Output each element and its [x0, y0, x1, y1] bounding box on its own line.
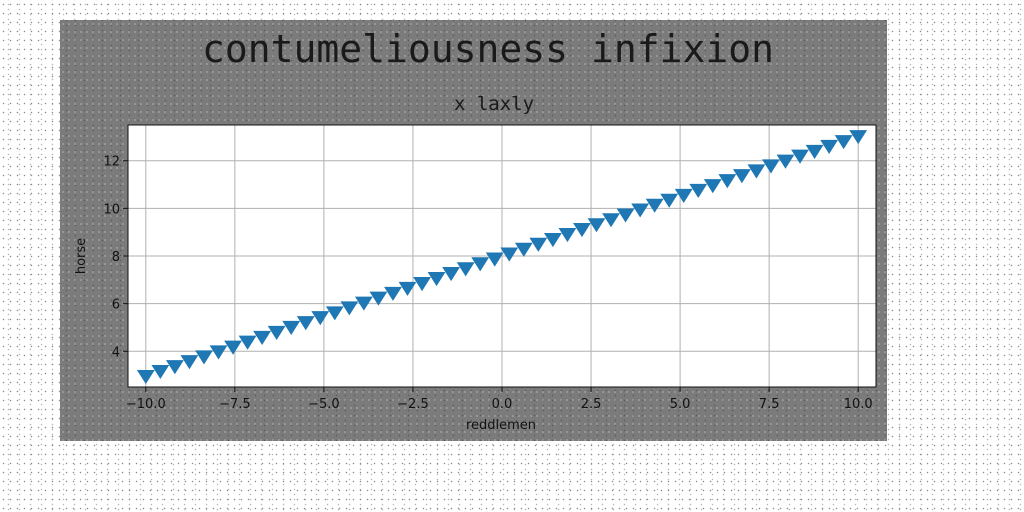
data-point — [384, 286, 402, 301]
data-point — [514, 242, 533, 257]
data-point — [151, 364, 170, 380]
x-tick-label: −2.5 — [397, 397, 429, 412]
data-point — [296, 316, 315, 331]
data-point — [529, 237, 548, 252]
data-point — [413, 277, 431, 292]
data-point — [718, 174, 737, 189]
x-axis-ticks: −10.0 −7.5 −5.0 −2.5 0.0 2.5 5.0 7.5 10.0 — [126, 387, 873, 412]
data-point — [631, 203, 650, 218]
data-point — [282, 320, 301, 335]
data-point — [267, 325, 286, 340]
data-point — [587, 218, 606, 233]
data-point — [485, 252, 504, 267]
chart-title: contumeliousness infixion — [202, 27, 774, 71]
data-point — [558, 227, 577, 243]
y-tick-label: 10 — [103, 202, 120, 217]
x-tick-label: 7.5 — [759, 397, 780, 412]
data-point — [165, 360, 184, 375]
data-point — [645, 198, 664, 213]
data-point — [500, 247, 519, 262]
data-point — [340, 301, 359, 316]
data-point — [398, 281, 417, 296]
data-point — [703, 179, 722, 194]
data-point — [456, 262, 475, 277]
x-tick-label: 0.0 — [492, 397, 513, 412]
y-tick-label: 12 — [103, 155, 120, 170]
data-point — [791, 149, 809, 164]
data-point — [689, 183, 708, 199]
x-tick-label: −7.5 — [219, 397, 251, 412]
y-tick-label: 8 — [112, 250, 120, 265]
data-point — [369, 291, 388, 306]
data-point — [849, 130, 868, 145]
x-tick-label: 2.5 — [581, 397, 602, 412]
chart-svg: contumeliousness infixion x laxly −10.0−… — [74, 27, 877, 433]
data-point — [180, 355, 199, 370]
data-point — [471, 257, 490, 272]
x-tick-label: −5.0 — [308, 397, 340, 412]
x-axis-label: reddlemen — [466, 418, 536, 433]
data-point — [224, 340, 242, 355]
data-point — [602, 213, 620, 228]
data-point — [747, 164, 766, 179]
y-axis-label: horse — [74, 238, 89, 274]
y-tick-label: 4 — [112, 345, 120, 360]
data-point — [253, 330, 272, 345]
data-point — [543, 232, 562, 248]
data-point — [834, 135, 853, 150]
data-point — [311, 311, 330, 326]
data-point — [442, 267, 461, 282]
data-point — [136, 369, 155, 385]
data-points — [136, 130, 868, 385]
data-point — [325, 306, 344, 321]
data-point — [805, 144, 824, 159]
data-point — [427, 272, 446, 287]
x-tick-label: 5.0 — [670, 397, 691, 412]
chart-figure: contumeliousness infixion x laxly −10.0−… — [60, 20, 887, 441]
data-point — [674, 188, 693, 204]
data-point — [195, 350, 213, 365]
x-tick-label: 10.0 — [844, 397, 873, 412]
data-point — [820, 139, 839, 154]
data-point — [354, 296, 373, 311]
x-tick-label: −10.0 — [126, 397, 166, 412]
data-point — [238, 335, 257, 350]
y-axis-ticks: 4 6 8 10 12 — [103, 155, 128, 360]
data-point — [573, 222, 591, 238]
data-point — [732, 169, 751, 184]
chart-subtitle: x laxly — [454, 93, 534, 115]
data-point — [776, 154, 795, 169]
data-point — [209, 345, 228, 360]
data-point — [660, 193, 679, 208]
data-point — [762, 159, 780, 174]
y-tick-label: 6 — [112, 298, 120, 313]
data-point — [616, 208, 635, 223]
